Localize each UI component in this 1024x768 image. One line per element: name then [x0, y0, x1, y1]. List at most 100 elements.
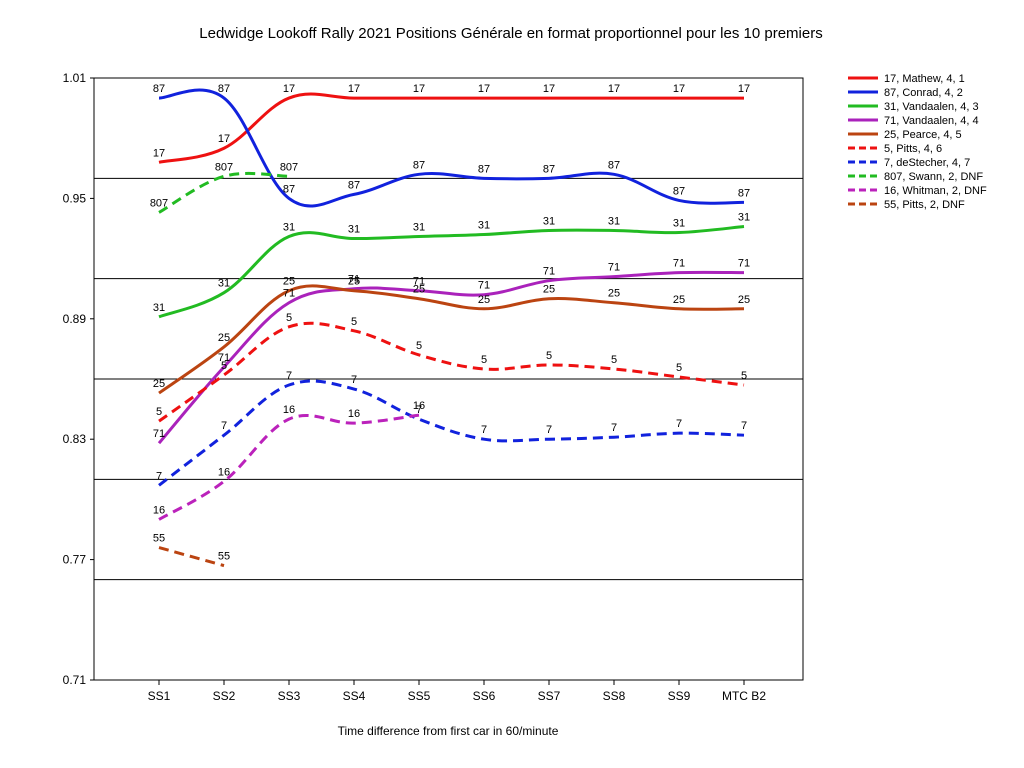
point-label: 17 [218, 133, 230, 145]
x-tick-label: SS8 [603, 689, 626, 703]
point-label: 807 [280, 161, 298, 173]
point-label: 71 [478, 280, 490, 292]
point-label: 7 [286, 370, 292, 382]
point-labels: 17 17 17 17 17 17 17 17 17 17 87 87 87 87 87 87 87 87 87 87… [150, 83, 750, 563]
point-label: 17 [738, 83, 750, 95]
point-label: 87 [153, 83, 165, 95]
legend-entry: 55, Pitts, 2, DNF [884, 199, 965, 211]
point-label: 25 [153, 378, 165, 390]
legend-entry: 71, Vandaalen, 4, 4 [884, 115, 979, 127]
point-label: 71 [218, 352, 230, 364]
point-label: 5 [416, 340, 422, 352]
point-label: 87 [543, 163, 555, 175]
point-label: 71 [673, 258, 685, 270]
point-label: 25 [413, 284, 425, 296]
point-label: 5 [351, 316, 357, 328]
point-label: 17 [413, 83, 425, 95]
x-tick-label: SS5 [408, 689, 431, 703]
point-label: 71 [543, 266, 555, 278]
point-label: 31 [543, 216, 555, 228]
point-label: 807 [150, 197, 168, 209]
point-label: 71 [413, 276, 425, 288]
point-label: 25 [348, 276, 360, 288]
point-label: 5 [741, 370, 747, 382]
series-line [158, 546, 225, 568]
point-label: 5 [676, 362, 682, 374]
point-label: 17 [543, 83, 555, 95]
point-label: 17 [283, 83, 295, 95]
point-label: 7 [351, 374, 357, 386]
series-line [158, 224, 745, 319]
x-tick-label: SS7 [538, 689, 561, 703]
point-label: 87 [478, 163, 490, 175]
point-label: 7 [546, 424, 552, 436]
x-tick-label: SS6 [473, 689, 496, 703]
series-line [158, 92, 744, 164]
point-label: 7 [416, 404, 422, 416]
point-label: 25 [218, 332, 230, 344]
point-label: 87 [673, 185, 685, 197]
point-label: 71 [608, 262, 620, 274]
y-tick-label: 0.77 [63, 553, 87, 567]
point-label: 71 [153, 428, 165, 440]
point-label: 17 [478, 83, 490, 95]
x-tick-label: SS9 [668, 689, 691, 703]
y-tick-label: 1.01 [63, 71, 87, 85]
point-label: 17 [608, 83, 620, 95]
x-tick-label: MTC B2 [722, 689, 766, 703]
x-tick-label: SS2 [213, 689, 236, 703]
y-tick-label: 0.95 [63, 191, 87, 205]
x-tick-label: SS1 [148, 689, 171, 703]
series-line [158, 321, 745, 423]
y-tick-label: 0.89 [63, 312, 87, 326]
point-label: 16 [413, 400, 425, 412]
series-line [157, 270, 745, 445]
x-axis-ticks: SS1 SS2 SS3 SS4 SS5 SS6 SS7 SS8 SS9 MTC B2 [148, 680, 766, 703]
point-label: 17 [348, 83, 360, 95]
series-line [158, 284, 745, 395]
point-label: 87 [738, 187, 750, 199]
point-label: 5 [221, 360, 227, 372]
point-label: 31 [348, 224, 360, 236]
point-label: 7 [156, 470, 162, 482]
point-label: 31 [413, 222, 425, 234]
point-label: 31 [478, 220, 490, 232]
point-label: 31 [218, 278, 230, 290]
plot-frame [93, 77, 804, 681]
y-axis-ticks: 1.01 0.95 0.89 0.83 0.77 0.71 [63, 71, 94, 687]
point-label: 87 [608, 159, 620, 171]
legend-entry: 31, Vandaalen, 4, 3 [884, 101, 979, 113]
point-label: 5 [546, 350, 552, 362]
point-label: 31 [608, 216, 620, 228]
point-label: 7 [221, 420, 227, 432]
series-line [158, 379, 745, 487]
point-label: 17 [153, 147, 165, 159]
point-label: 71 [348, 274, 360, 286]
point-label: 5 [481, 354, 487, 366]
point-label: 25 [283, 276, 295, 288]
legend-entry: 25, Pearce, 4, 5 [884, 129, 962, 141]
point-label: 16 [283, 404, 295, 416]
point-label: 5 [156, 406, 162, 418]
point-label: 31 [153, 302, 165, 314]
point-label: 7 [741, 420, 747, 432]
point-label: 25 [673, 294, 685, 306]
x-axis-label: Time difference from first car in 60/min… [338, 724, 559, 738]
point-label: 5 [286, 312, 292, 324]
legend-entry: 16, Whitman, 2, DNF [884, 185, 987, 197]
point-label: 7 [481, 424, 487, 436]
x-tick-label: SS4 [343, 689, 366, 703]
point-label: 25 [543, 284, 555, 296]
point-label: 7 [611, 422, 617, 434]
series-line [158, 88, 745, 208]
y-tick-label: 0.83 [63, 432, 87, 446]
point-label: 25 [738, 294, 750, 306]
series-lines [157, 88, 745, 568]
point-label: 16 [348, 408, 360, 420]
x-tick-label: SS3 [278, 689, 301, 703]
point-label: 71 [283, 288, 295, 300]
point-label: 16 [153, 504, 165, 516]
point-label: 807 [215, 161, 233, 173]
point-label: 87 [413, 159, 425, 171]
